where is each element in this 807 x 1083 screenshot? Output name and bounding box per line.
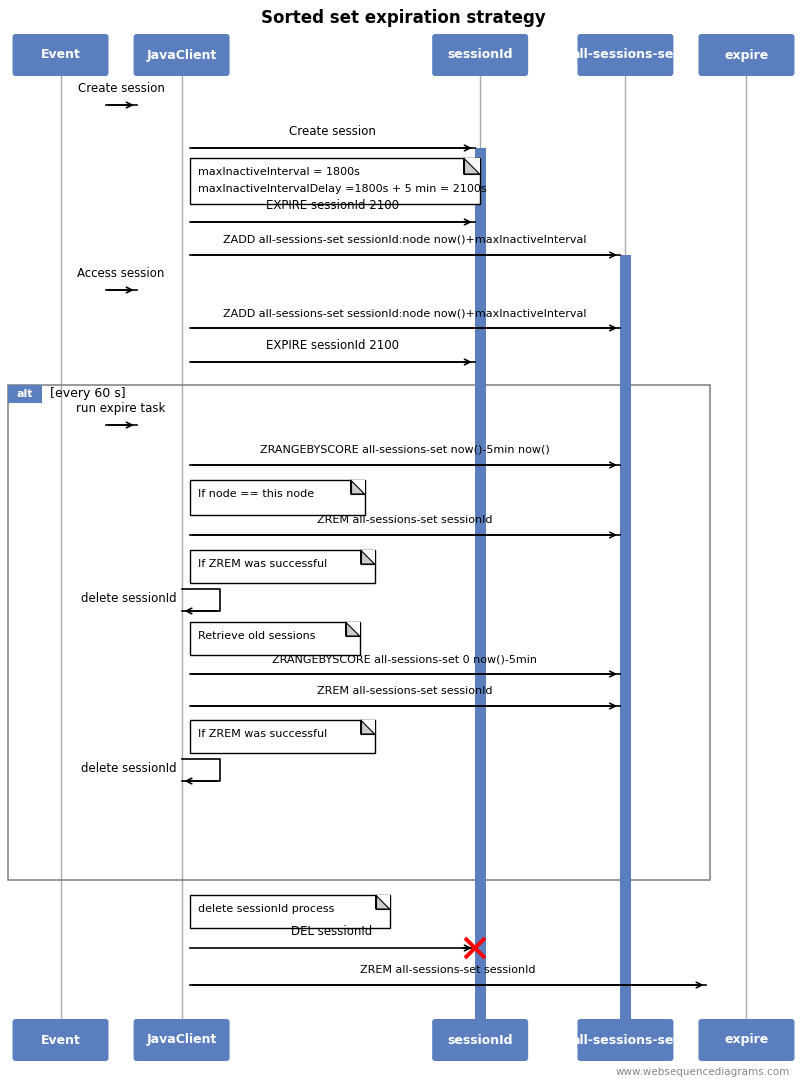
Polygon shape — [375, 895, 390, 909]
Text: expire: expire — [725, 1033, 768, 1046]
Text: delete sessionId: delete sessionId — [81, 761, 177, 774]
Polygon shape — [345, 622, 360, 636]
Bar — [620, 255, 631, 1022]
Bar — [475, 148, 486, 1022]
Bar — [190, 622, 360, 655]
Text: maxInactiveInterval = 1800s: maxInactiveInterval = 1800s — [198, 167, 359, 177]
Text: Event: Event — [40, 49, 81, 62]
Bar — [190, 550, 374, 583]
Text: ZRANGEBYSCORE all-sessions-set now()-5min now(): ZRANGEBYSCORE all-sessions-set now()-5mi… — [260, 445, 550, 455]
Text: Create session: Create session — [289, 125, 375, 138]
Polygon shape — [375, 895, 390, 909]
FancyBboxPatch shape — [578, 1019, 673, 1061]
Text: If node == this node: If node == this node — [198, 490, 314, 499]
Text: www.websequencediagrams.com: www.websequencediagrams.com — [616, 1067, 790, 1077]
Text: If ZREM was successful: If ZREM was successful — [198, 729, 327, 739]
FancyBboxPatch shape — [134, 1019, 229, 1061]
Text: JavaClient: JavaClient — [146, 49, 217, 62]
Text: Event: Event — [40, 1033, 81, 1046]
Text: DEL sessionId: DEL sessionId — [291, 925, 373, 938]
Text: ZREM all-sessions-set sessionId: ZREM all-sessions-set sessionId — [360, 965, 536, 975]
Polygon shape — [361, 720, 374, 734]
Bar — [190, 480, 365, 516]
Text: expire: expire — [725, 49, 768, 62]
Bar — [190, 158, 479, 204]
Text: If ZREM was successful: If ZREM was successful — [198, 559, 327, 569]
Polygon shape — [361, 550, 374, 564]
FancyBboxPatch shape — [699, 34, 794, 76]
Polygon shape — [350, 480, 365, 494]
Polygon shape — [463, 158, 479, 174]
Text: sessionId: sessionId — [447, 49, 513, 62]
Bar — [8, 384, 710, 880]
Text: JavaClient: JavaClient — [146, 1033, 217, 1046]
Text: ZRANGEBYSCORE all-sessions-set 0 now()-5min: ZRANGEBYSCORE all-sessions-set 0 now()-5… — [272, 654, 537, 664]
FancyBboxPatch shape — [699, 1019, 794, 1061]
Text: ZREM all-sessions-set sessionId: ZREM all-sessions-set sessionId — [317, 686, 492, 696]
FancyBboxPatch shape — [13, 34, 108, 76]
Polygon shape — [350, 480, 365, 494]
FancyBboxPatch shape — [134, 34, 229, 76]
Text: EXPIRE sessionId 2100: EXPIRE sessionId 2100 — [266, 199, 399, 212]
Text: EXPIRE sessionId 2100: EXPIRE sessionId 2100 — [266, 339, 399, 352]
Text: ZADD all-sessions-set sessionId:node now()+maxInactiveInterval: ZADD all-sessions-set sessionId:node now… — [223, 308, 587, 318]
Text: all-sessions-set: all-sessions-set — [571, 49, 679, 62]
Bar — [8, 384, 42, 403]
Polygon shape — [361, 720, 374, 734]
FancyBboxPatch shape — [433, 1019, 528, 1061]
Text: Create session: Create session — [77, 82, 165, 95]
Text: run expire task: run expire task — [77, 402, 165, 415]
FancyBboxPatch shape — [578, 34, 673, 76]
Text: maxInactiveIntervalDelay =1800s + 5 min = 2100s: maxInactiveIntervalDelay =1800s + 5 min … — [198, 184, 486, 194]
Text: delete sessionId: delete sessionId — [81, 591, 177, 604]
Text: ZADD all-sessions-set sessionId:node now()+maxInactiveInterval: ZADD all-sessions-set sessionId:node now… — [223, 235, 587, 245]
Text: all-sessions-set: all-sessions-set — [571, 1033, 679, 1046]
Bar — [190, 895, 390, 928]
Text: Sorted set expiration strategy: Sorted set expiration strategy — [261, 9, 546, 27]
Polygon shape — [463, 158, 479, 174]
Text: alt: alt — [17, 389, 33, 399]
FancyBboxPatch shape — [433, 34, 528, 76]
Polygon shape — [361, 550, 374, 564]
Bar — [190, 720, 374, 753]
Text: delete sessionId process: delete sessionId process — [198, 904, 334, 914]
Text: sessionId: sessionId — [447, 1033, 513, 1046]
Text: [every 60 s]: [every 60 s] — [50, 388, 126, 401]
Polygon shape — [345, 622, 360, 636]
Text: ZREM all-sessions-set sessionId: ZREM all-sessions-set sessionId — [317, 516, 492, 525]
Text: Retrieve old sessions: Retrieve old sessions — [198, 631, 315, 641]
FancyBboxPatch shape — [13, 1019, 108, 1061]
Text: Access session: Access session — [77, 268, 165, 280]
